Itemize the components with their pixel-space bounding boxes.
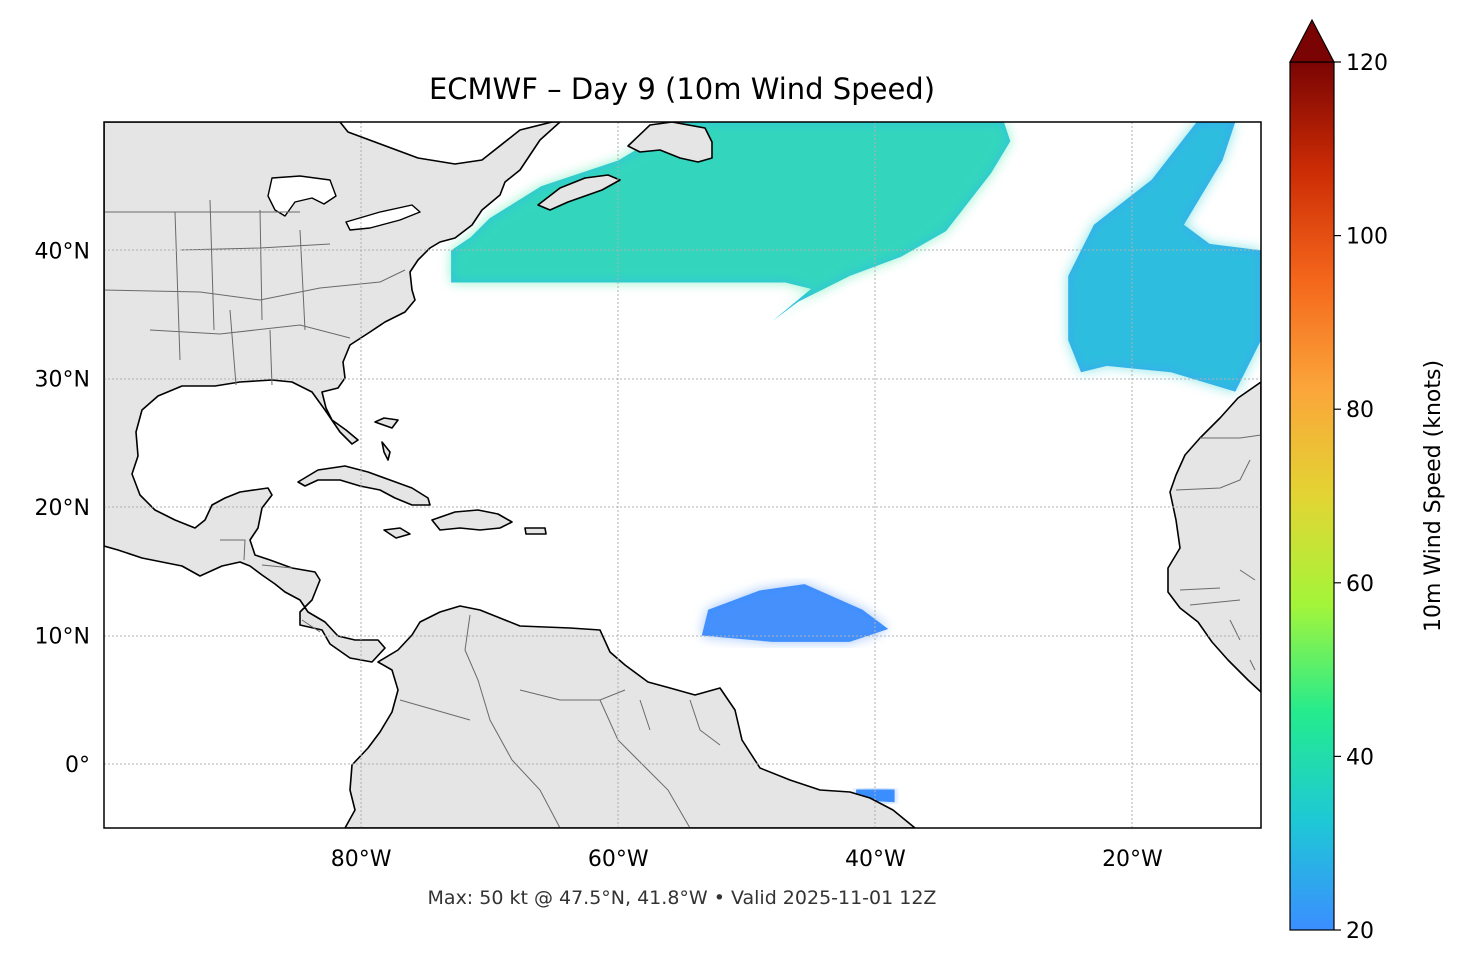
lon-tick-label: 60°W	[588, 847, 649, 872]
cuba-land	[297, 465, 431, 506]
gridlines	[104, 122, 1261, 828]
colorbar-tick-label: 100	[1346, 225, 1388, 250]
wind-speed-layer	[451, 122, 1261, 803]
map-footer-caption: Max: 50 kt @ 47.5°N, 41.8°W • Valid 2025…	[428, 887, 937, 909]
colorbar-gradient	[1289, 61, 1335, 931]
nova-scotia-land	[537, 174, 621, 211]
south-america-land	[344, 605, 916, 828]
lat-tick-label: 10°N	[35, 624, 90, 649]
latitude-tick-labels: 40°N 30°N 20°N 10°N 0°	[35, 239, 90, 777]
borders-layer	[104, 199, 1261, 828]
colorbar: 20 40 60 80 100 120 10m Wind Speed (knots)	[1289, 18, 1446, 944]
north-america-land	[104, 122, 561, 663]
colorbar-tick-label: 120	[1346, 51, 1388, 76]
lat-tick-label: 0°	[65, 753, 90, 778]
tropical-wind-core	[701, 584, 889, 642]
jamaica-land	[383, 527, 411, 539]
northwest-atlantic-wind-core	[451, 122, 1011, 321]
lon-tick-label: 80°W	[331, 847, 392, 872]
lat-tick-label: 20°N	[35, 496, 90, 521]
colorbar-ticks: 20 40 60 80 100 120	[1334, 51, 1388, 944]
hispaniola-land	[431, 509, 513, 531]
colorbar-extend-arrow	[1289, 18, 1335, 63]
africa-land	[1167, 381, 1261, 693]
colorbar-tick-label: 80	[1346, 398, 1374, 423]
lat-tick-label: 40°N	[35, 239, 90, 264]
bahamas-land	[374, 417, 399, 461]
map-frame	[103, 121, 1262, 829]
map-area	[104, 122, 1261, 828]
lon-tick-label: 20°W	[1102, 847, 1163, 872]
eastern-atlantic-wind-core	[1068, 122, 1261, 392]
colorbar-label: 10m Wind Speed (knots)	[1421, 360, 1446, 632]
land-layer	[104, 122, 1261, 828]
country-borders	[104, 199, 1261, 828]
colorbar-tick-label: 60	[1346, 572, 1374, 597]
colorbar-tick-label: 20	[1346, 919, 1374, 944]
longitude-tick-labels: 80°W 60°W 40°W 20°W	[331, 847, 1163, 872]
colorbar-tick-label: 40	[1346, 745, 1374, 770]
newfoundland-land	[627, 122, 713, 163]
puerto-rico-land	[524, 527, 547, 535]
map-title: ECMWF – Day 9 (10m Wind Speed)	[429, 72, 935, 106]
lon-tick-label: 40°W	[845, 847, 906, 872]
lat-tick-label: 30°N	[35, 368, 90, 393]
great-lakes	[267, 175, 421, 231]
